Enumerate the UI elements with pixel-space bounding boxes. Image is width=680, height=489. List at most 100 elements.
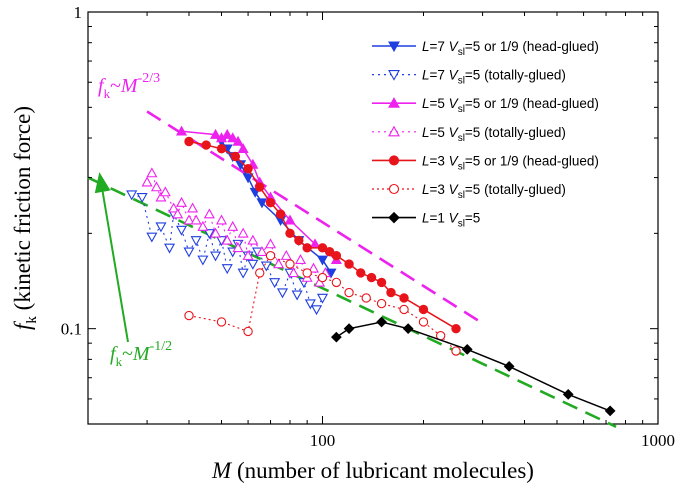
series-3	[141, 167, 331, 287]
data-point	[418, 304, 429, 315]
legend-label: L=5 Vsl=5 or 1/9 (head-glued)	[422, 96, 599, 115]
data-point	[221, 264, 233, 275]
data-point	[197, 220, 209, 231]
data-point	[343, 323, 355, 335]
data-point	[366, 272, 377, 283]
data-point	[247, 259, 259, 270]
data-point	[285, 259, 295, 269]
data-point	[201, 140, 211, 150]
data-point	[260, 261, 272, 272]
data-point	[146, 167, 158, 178]
data-point	[141, 176, 153, 187]
legend-item: L=3 Vsl=5 (totally-glued)	[372, 182, 566, 201]
data-point	[136, 193, 148, 203]
data-point	[216, 144, 227, 154]
data-point	[451, 346, 461, 356]
data-point	[210, 251, 222, 262]
data-point	[264, 238, 277, 249]
data-point	[562, 389, 574, 400]
data-point	[146, 232, 158, 243]
series-6	[331, 316, 616, 417]
data-point	[183, 214, 195, 225]
data-point	[302, 268, 312, 278]
data-point	[172, 208, 184, 219]
data-point	[150, 181, 163, 192]
data-point	[331, 251, 342, 261]
data-point	[273, 258, 285, 269]
data-point	[232, 242, 244, 253]
series-line	[181, 130, 337, 261]
data-point	[331, 331, 342, 343]
legend-label: L=7 Vsl=5 (totally-glued)	[422, 68, 566, 87]
legend-item: L=7 Vsl=5 (totally-glued)	[372, 68, 566, 87]
axis-ticks: 100 1000 0.1 1	[61, 3, 675, 450]
data-point	[175, 125, 188, 136]
data-point	[361, 293, 371, 303]
legend-label: L=5 Vsl=5 (totally-glued)	[422, 125, 566, 144]
legend-marker	[388, 183, 400, 195]
data-point	[221, 234, 233, 245]
data-point	[216, 317, 227, 327]
legend-item: L=3 Vsl=5 or 1/9 (head-glued)	[372, 153, 599, 172]
data-point	[265, 251, 276, 261]
data-point	[256, 245, 268, 256]
data-point	[418, 317, 429, 327]
data-point	[230, 151, 241, 162]
data-point	[155, 222, 167, 233]
annotation-arrow	[94, 172, 129, 343]
data-point	[316, 293, 329, 304]
data-point	[210, 227, 222, 238]
data-point	[604, 405, 616, 417]
data-point	[269, 278, 281, 289]
data-point	[164, 243, 176, 254]
data-point	[203, 208, 215, 219]
data-point	[324, 247, 335, 257]
data-point	[210, 128, 222, 139]
x-axis-label: M (number of lubricant molecules)	[211, 458, 534, 483]
fit-line	[87, 176, 617, 428]
data-point	[294, 254, 307, 265]
data-point	[242, 249, 254, 260]
data-point	[237, 143, 249, 153]
data-point	[344, 287, 354, 298]
data-point	[451, 323, 461, 334]
data-point	[243, 326, 253, 337]
data-point	[175, 225, 188, 236]
data-point	[221, 128, 233, 139]
fit-lines	[87, 110, 617, 428]
data-point	[175, 196, 188, 207]
data-point	[294, 235, 304, 246]
data-point	[402, 323, 414, 335]
data-point	[304, 299, 316, 310]
legend-marker	[388, 155, 400, 166]
data-point	[399, 304, 409, 315]
data-point	[275, 209, 286, 219]
data-point	[159, 186, 171, 197]
data-point	[184, 136, 194, 147]
data-point	[503, 361, 515, 372]
data-point	[280, 249, 292, 260]
data-point	[255, 182, 265, 192]
data-point	[265, 197, 276, 208]
series-line	[335, 321, 611, 412]
data-point	[307, 262, 320, 273]
data-point	[276, 288, 289, 299]
y-axis-label: fk (kinetic friction force)	[10, 106, 40, 330]
legend-marker	[388, 211, 400, 224]
data-point	[247, 234, 259, 245]
data-point	[243, 164, 253, 174]
data-point	[344, 259, 354, 269]
data-point	[284, 214, 296, 225]
data-point	[399, 293, 409, 303]
data-point	[291, 290, 303, 301]
plot-frame	[87, 11, 659, 425]
legend-item: L=7 Vsl=5 or 1/9 (head-glued)	[372, 39, 599, 58]
data-point	[331, 277, 342, 288]
data-point	[227, 220, 239, 231]
data-point	[227, 132, 239, 143]
data-point	[242, 173, 254, 184]
x-tick-label: 1000	[641, 431, 675, 450]
legend-label: L=1 Vsl=5	[422, 211, 480, 230]
